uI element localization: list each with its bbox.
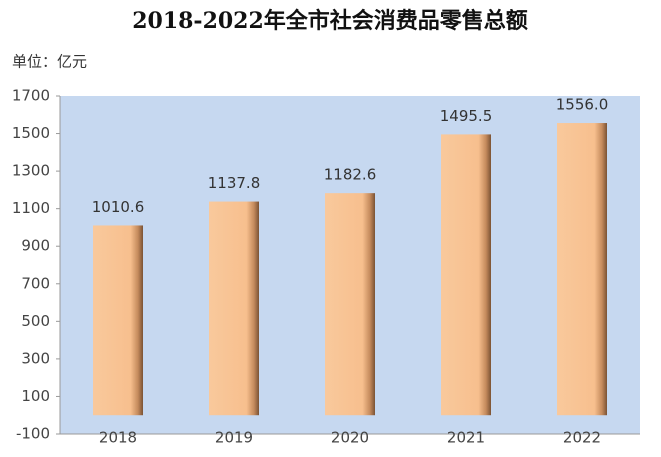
y-tick-label: 300	[21, 349, 50, 367]
value-label: 1495.5	[440, 107, 493, 125]
x-tick-label: 2018	[99, 429, 137, 447]
bar	[325, 193, 375, 416]
bar	[441, 134, 491, 416]
value-label: 1182.6	[324, 166, 377, 184]
y-tick-label: 900	[21, 237, 50, 255]
x-tick-label: 2020	[331, 429, 369, 447]
y-tick-label: -100	[16, 425, 50, 443]
value-label: 1010.6	[92, 198, 145, 216]
y-tick-label: 1500	[12, 124, 50, 142]
x-tick-label: 2021	[447, 429, 485, 447]
y-tick-label: 1700	[12, 87, 50, 105]
chart-title: 2018-2022年全市社会消费品零售总额	[132, 8, 528, 34]
value-label: 1556.0	[556, 96, 609, 114]
value-label: 1137.8	[208, 174, 261, 192]
chart-subtitle: 单位：亿元	[12, 53, 87, 71]
x-tick-label: 2022	[563, 429, 601, 447]
bar	[209, 201, 259, 416]
y-tick-label: 500	[21, 312, 50, 330]
x-tick-label: 2019	[215, 429, 253, 447]
bar	[557, 123, 607, 416]
y-tick-label: 1100	[12, 199, 50, 217]
bar	[93, 225, 143, 416]
y-tick-label: 700	[21, 274, 50, 292]
y-tick-label: 1300	[12, 162, 50, 180]
y-tick-label: 100	[21, 387, 50, 405]
